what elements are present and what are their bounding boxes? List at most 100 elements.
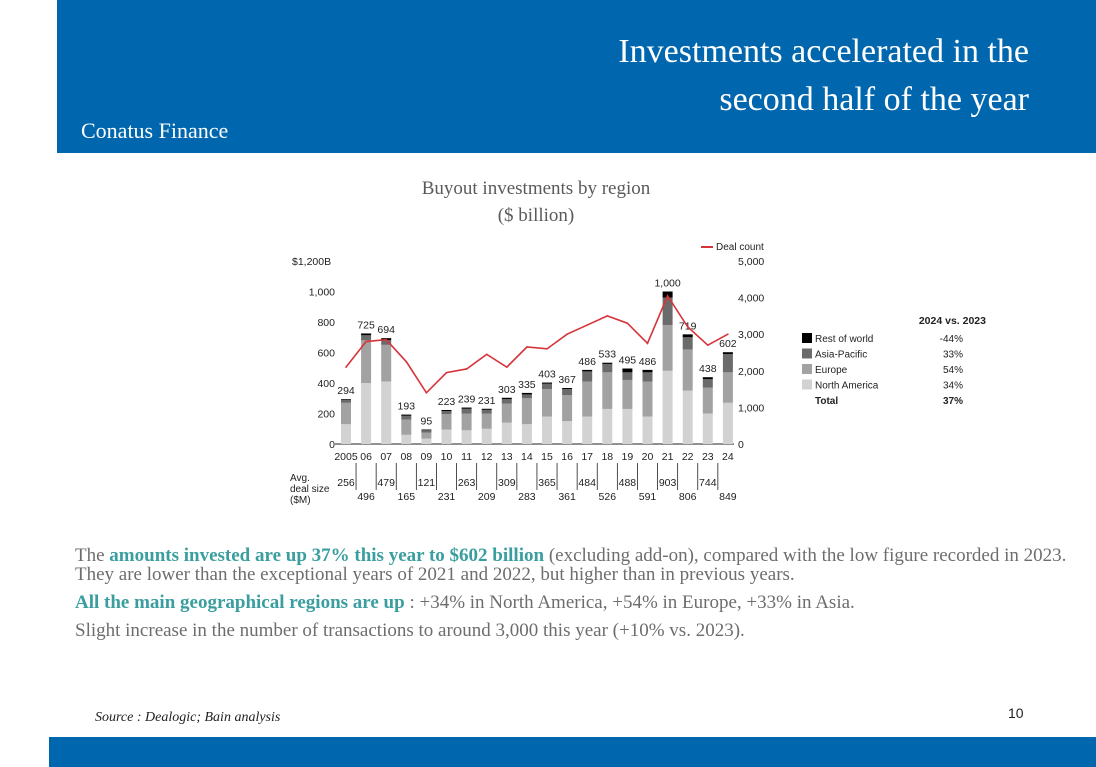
- legend-swatch: [802, 333, 812, 343]
- bar-segment-europe: [542, 389, 552, 417]
- bar-segment-asia-pacific: [722, 354, 733, 373]
- bar-segment-europe: [441, 414, 452, 430]
- legend-swatch: [802, 364, 812, 374]
- legend-label: Rest of world: [815, 334, 873, 345]
- bar-total-label: 486: [578, 356, 596, 368]
- y-left-tick-label: 800: [317, 317, 335, 329]
- x-tick-label: 09: [421, 451, 433, 463]
- y-left-tick-label: 0: [329, 439, 335, 451]
- bar-segment-europe: [361, 340, 372, 383]
- deal-size-value: 484: [578, 477, 596, 489]
- header-band: Investments accelerated in the second ha…: [57, 0, 1096, 153]
- deal-count-point: [526, 346, 528, 348]
- bar-segment-asia-pacific: [622, 372, 633, 380]
- deal-count-point: [445, 371, 448, 374]
- bar-segment-asia-pacific: [461, 408, 472, 414]
- bar-segment-north-america: [461, 430, 472, 444]
- deal-count-point: [405, 360, 408, 363]
- bar-segment-rest-of-world: [542, 382, 552, 384]
- bar-segment-north-america: [421, 438, 432, 444]
- x-tick-label: 18: [601, 451, 613, 463]
- company-name: Conatus Finance: [81, 118, 229, 143]
- bar-segment-rest-of-world: [582, 369, 593, 372]
- bar-total-label: 403: [538, 369, 556, 381]
- deal-size-value: 263: [458, 477, 476, 489]
- bar-segment-north-america: [602, 408, 613, 444]
- bar-segment-rest-of-world: [341, 399, 351, 400]
- deal-count-point: [465, 368, 468, 370]
- deal-count-point: [727, 333, 729, 335]
- bar-segment-europe: [401, 419, 412, 435]
- x-tick-label: 07: [380, 451, 392, 463]
- bar-segment-europe: [481, 413, 492, 429]
- bar-segment-north-america: [361, 383, 372, 444]
- y-left-tick-label: 600: [317, 348, 335, 360]
- x-tick-label: 06: [360, 451, 372, 463]
- deal-size-value: 256: [337, 477, 355, 489]
- x-tick-label: 22: [682, 451, 694, 463]
- deal-count-point: [626, 322, 629, 325]
- bar-segment-asia-pacific: [501, 399, 512, 404]
- x-tick-label: 21: [662, 451, 674, 463]
- bar-segment-north-america: [702, 413, 713, 444]
- source-note: Source : Dealogic; Bain analysis: [95, 710, 281, 725]
- bar-segment-rest-of-world: [642, 369, 653, 373]
- bar-segment-rest-of-world: [682, 334, 693, 338]
- bar-segment-asia-pacific: [602, 363, 613, 373]
- bar-segment-asia-pacific: [341, 399, 351, 403]
- bar-total-label: 231: [478, 395, 496, 407]
- x-tick-label: 15: [541, 451, 553, 463]
- deal-size-value: 283: [518, 491, 536, 503]
- y-left-tick-label: 400: [317, 378, 335, 390]
- bar-total-label: 303: [498, 384, 516, 396]
- bar-segment-asia-pacific: [702, 379, 713, 388]
- p2-post: : +34% in North America, +54% in Europe,…: [404, 592, 855, 613]
- bar-total-label: 1,000: [654, 278, 680, 290]
- deal-size-value: 744: [699, 477, 717, 489]
- deal-count-point: [707, 344, 709, 346]
- bar-segment-rest-of-world: [702, 377, 713, 380]
- bar-total-label: 95: [421, 416, 433, 428]
- bar-segment-asia-pacific: [682, 337, 693, 350]
- bar-segment-north-america: [501, 422, 512, 444]
- bar-segment-europe: [722, 372, 733, 403]
- x-tick-label: 08: [400, 451, 412, 463]
- deal-count-point: [365, 340, 367, 343]
- bar-segment-europe: [662, 325, 673, 371]
- bar-segment-rest-of-world: [481, 408, 492, 410]
- y-right-tick-label: 5,000: [738, 256, 764, 268]
- bar-segment-rest-of-world: [562, 388, 573, 390]
- legend-change: 37%: [943, 396, 963, 407]
- deal-count-point: [506, 366, 508, 368]
- bar-total-label: 223: [438, 396, 456, 408]
- bar-segment-asia-pacific: [542, 383, 552, 390]
- bar-segment-asia-pacific: [521, 394, 532, 399]
- x-tick-label: 2005: [334, 451, 358, 463]
- deal-count-point: [646, 342, 649, 345]
- bar-segment-europe: [622, 379, 633, 409]
- deal-count-line: [345, 294, 729, 395]
- deal-count-point: [566, 333, 568, 335]
- bar-segment-asia-pacific: [381, 339, 392, 345]
- deal-size-value: 903: [659, 477, 677, 489]
- p2-highlight: All the main geographical regions are up: [75, 592, 405, 613]
- bar-segment-north-america: [642, 416, 653, 444]
- legend-swatch: [802, 348, 812, 359]
- x-tick-label: 23: [702, 451, 714, 463]
- bar-segment-asia-pacific: [582, 371, 593, 382]
- deal-count-point: [666, 294, 669, 297]
- bar-segment-europe: [582, 381, 593, 417]
- legend-label: Europe: [815, 365, 848, 376]
- bar-segment-europe: [381, 344, 392, 382]
- x-tick-label: 14: [521, 451, 533, 463]
- bar-segment-asia-pacific: [562, 389, 573, 396]
- y-right-tick-label: 2,000: [738, 366, 764, 378]
- bar-total-label: 239: [458, 394, 476, 406]
- y-left-tick-label: 200: [317, 409, 335, 421]
- bar-segment-europe: [421, 432, 432, 439]
- y-left-tick-label: 1,000: [309, 287, 335, 299]
- deal-size-value: 806: [679, 491, 697, 503]
- y-right-tick-label: 4,000: [738, 293, 764, 305]
- deal-size-label: ($M): [290, 495, 311, 506]
- p1-post: (excluding add-on), compared with the lo…: [75, 545, 1067, 585]
